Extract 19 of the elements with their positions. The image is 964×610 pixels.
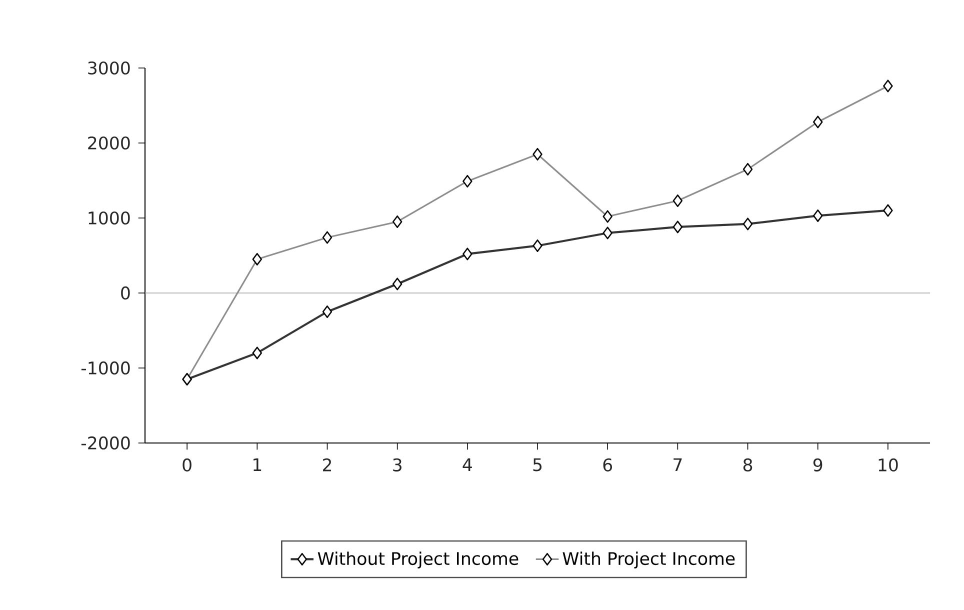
y-tick-label: 3000 xyxy=(88,61,130,75)
legend-label: Without Project Income xyxy=(318,552,518,568)
x-tick-label: 7 xyxy=(674,458,682,471)
x-tick-label: 8 xyxy=(743,458,752,472)
x-tick-label: 2 xyxy=(323,458,332,472)
legend-label: With Project Income xyxy=(562,552,735,568)
y-tick-label: 0 xyxy=(121,286,130,300)
x-tick-label: 0 xyxy=(182,458,192,472)
x-tick-label: 6 xyxy=(603,458,612,472)
y-tick-label: 1000 xyxy=(88,211,130,225)
x-tick-label: 5 xyxy=(533,458,542,472)
y-tick-label: -1000 xyxy=(81,361,130,375)
x-tick-label: 9 xyxy=(813,458,822,472)
x-tick-label: 4 xyxy=(462,458,472,471)
x-tick-label: 3 xyxy=(393,458,402,472)
y-tick-label: -2000 xyxy=(81,436,130,450)
x-tick-label: 10 xyxy=(878,458,898,472)
y-tick-label: 2000 xyxy=(88,136,130,150)
x-tick-label: 1 xyxy=(254,458,262,471)
